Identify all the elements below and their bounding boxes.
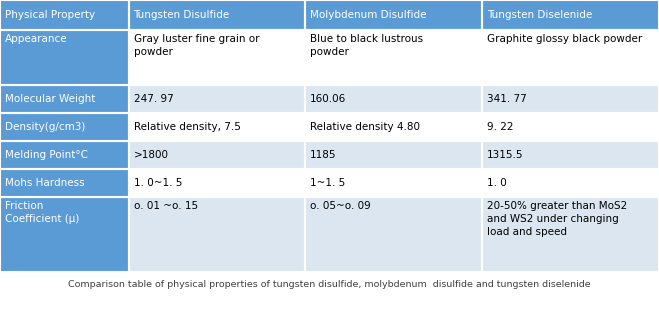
Bar (482, 141, 659, 169)
Text: 160.06: 160.06 (310, 94, 347, 104)
Text: Melding Point°C: Melding Point°C (5, 150, 88, 160)
Text: Comparison table of physical properties of tungsten disulfide, molybdenum  disul: Comparison table of physical properties … (68, 280, 591, 289)
Bar (129, 169, 305, 197)
Text: 9. 22: 9. 22 (487, 122, 513, 132)
Text: 341. 77: 341. 77 (487, 94, 527, 104)
Text: Physical Property: Physical Property (5, 10, 95, 20)
Bar (0, 141, 129, 169)
Bar (0, 0, 129, 30)
Bar (129, 113, 305, 141)
Bar (482, 169, 659, 197)
Bar (305, 113, 482, 141)
Text: Density(g/cm3): Density(g/cm3) (5, 122, 86, 132)
Text: o. 01 ~o. 15: o. 01 ~o. 15 (134, 201, 198, 211)
Bar (305, 169, 482, 197)
Text: >1800: >1800 (134, 150, 169, 160)
Text: 20-50% greater than MoS2
and WS2 under changing
load and speed: 20-50% greater than MoS2 and WS2 under c… (487, 201, 627, 238)
Text: o. 05~o. 09: o. 05~o. 09 (310, 201, 371, 211)
Bar (305, 197, 482, 272)
Text: Relative density 4.80: Relative density 4.80 (310, 122, 420, 132)
Bar (482, 197, 659, 272)
Text: Blue to black lustrous
powder: Blue to black lustrous powder (310, 34, 423, 57)
Text: Appearance: Appearance (5, 34, 68, 44)
Text: Molybdenum Disulfide: Molybdenum Disulfide (310, 10, 426, 20)
Bar (305, 85, 482, 113)
Text: 1185: 1185 (310, 150, 337, 160)
Bar (305, 141, 482, 169)
Bar (482, 0, 659, 30)
Bar (0, 169, 129, 197)
Bar (129, 30, 305, 85)
Bar (0, 113, 129, 141)
Text: 1~1. 5: 1~1. 5 (310, 178, 345, 188)
Bar (482, 30, 659, 85)
Text: Friction
Coefficient (μ): Friction Coefficient (μ) (5, 201, 79, 224)
Text: 1. 0~1. 5: 1. 0~1. 5 (134, 178, 182, 188)
Text: Mohs Hardness: Mohs Hardness (5, 178, 84, 188)
Bar (129, 85, 305, 113)
Bar (482, 85, 659, 113)
Text: Graphite glossy black powder: Graphite glossy black powder (487, 34, 642, 44)
Bar (0, 30, 129, 85)
Text: 1. 0: 1. 0 (487, 178, 507, 188)
Text: Gray luster fine grain or
powder: Gray luster fine grain or powder (134, 34, 259, 57)
Text: 247. 97: 247. 97 (134, 94, 173, 104)
Text: Tungsten Disulfide: Tungsten Disulfide (134, 10, 230, 20)
Bar (305, 30, 482, 85)
Text: Molecular Weight: Molecular Weight (5, 94, 96, 104)
Bar (0, 85, 129, 113)
Text: Tungsten Diselenide: Tungsten Diselenide (487, 10, 592, 20)
Bar (482, 113, 659, 141)
Bar (0, 197, 129, 272)
Bar (129, 0, 305, 30)
Text: 1315.5: 1315.5 (487, 150, 523, 160)
Bar (129, 197, 305, 272)
Text: Relative density, 7.5: Relative density, 7.5 (134, 122, 241, 132)
Bar (129, 141, 305, 169)
Bar (305, 0, 482, 30)
